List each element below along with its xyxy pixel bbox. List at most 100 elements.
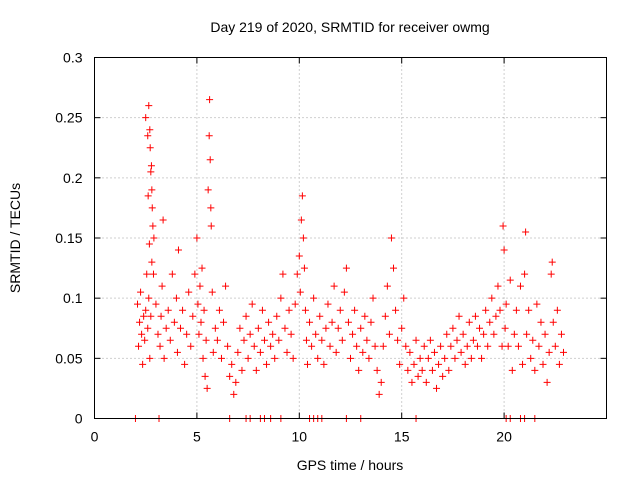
data-point xyxy=(162,324,170,332)
data-point xyxy=(202,336,210,344)
data-point xyxy=(299,234,307,242)
x-tick-labels: 0 5 10 15 20 xyxy=(91,429,512,445)
data-point xyxy=(159,216,167,224)
data-point xyxy=(145,294,153,302)
data-point xyxy=(147,168,155,176)
data-point xyxy=(222,282,230,290)
data-point xyxy=(420,342,428,350)
data-point xyxy=(198,264,206,272)
data-point xyxy=(279,270,287,278)
data-point xyxy=(502,300,510,308)
x-tick-label: 15 xyxy=(394,429,410,445)
data-point xyxy=(228,360,236,368)
data-point xyxy=(467,354,475,362)
data-point xyxy=(256,348,264,356)
data-point xyxy=(451,354,459,362)
data-point xyxy=(154,330,162,338)
data-point xyxy=(375,390,383,398)
data-point xyxy=(547,270,555,278)
data-point xyxy=(310,294,318,302)
data-point xyxy=(418,366,426,374)
data-point xyxy=(196,282,204,290)
data-point xyxy=(318,336,326,344)
data-point xyxy=(226,372,234,380)
data-point xyxy=(371,342,379,350)
data-point xyxy=(504,342,512,350)
data-point xyxy=(525,306,533,314)
data-point xyxy=(308,342,316,350)
data-point xyxy=(516,282,524,290)
data-point xyxy=(512,306,520,314)
data-point xyxy=(392,306,400,314)
data-point xyxy=(312,330,320,338)
data-point xyxy=(539,360,547,368)
data-point xyxy=(134,300,142,308)
data-point xyxy=(476,324,484,332)
data-point xyxy=(301,306,309,314)
data-point xyxy=(424,354,432,362)
data-point xyxy=(353,342,361,350)
data-point xyxy=(137,288,145,296)
data-point xyxy=(181,360,189,368)
data-point xyxy=(439,372,447,380)
data-point xyxy=(490,330,498,338)
data-point xyxy=(168,270,176,278)
data-point xyxy=(322,324,330,332)
data-point xyxy=(390,264,398,272)
data-point xyxy=(208,288,216,296)
data-point xyxy=(357,324,365,332)
data-point xyxy=(455,312,463,320)
data-point xyxy=(332,348,340,356)
data-point xyxy=(289,354,297,362)
data-point xyxy=(296,288,304,296)
data-point xyxy=(140,312,148,320)
data-point xyxy=(258,306,266,314)
data-point xyxy=(164,306,172,314)
data-point xyxy=(146,126,154,134)
data-point xyxy=(194,300,202,308)
data-point xyxy=(531,366,539,374)
data-point xyxy=(144,192,152,200)
data-point xyxy=(148,258,156,266)
data-point xyxy=(147,312,155,320)
chart-title: Day 219 of 2020, SRMTID for receiver owm… xyxy=(210,19,489,35)
data-point xyxy=(230,390,238,398)
data-point xyxy=(385,330,393,338)
data-point xyxy=(224,342,232,350)
axis-ticks xyxy=(94,57,607,419)
data-point xyxy=(158,282,166,290)
data-point xyxy=(250,342,258,350)
data-point xyxy=(506,276,514,284)
data-point xyxy=(197,318,205,326)
data-point xyxy=(285,306,293,314)
data-point xyxy=(342,264,350,272)
data-point xyxy=(281,324,289,332)
data-point xyxy=(471,312,479,320)
data-point xyxy=(501,324,509,332)
data-point xyxy=(136,318,144,326)
data-point xyxy=(494,282,502,290)
data-point xyxy=(533,300,541,308)
data-point xyxy=(172,294,180,302)
data-point xyxy=(359,348,367,356)
data-point xyxy=(277,294,285,302)
y-tick-label: 0.05 xyxy=(55,350,82,366)
data-point xyxy=(344,318,352,326)
data-point xyxy=(394,336,402,344)
data-point xyxy=(297,216,305,224)
data-point xyxy=(328,318,336,326)
data-point xyxy=(338,336,346,344)
data-point xyxy=(408,378,416,386)
y-tick-label: 0.15 xyxy=(55,230,82,246)
data-point xyxy=(193,234,201,242)
data-point xyxy=(412,336,420,344)
y-axis-title: SRMTID / TECUs xyxy=(7,183,23,293)
data-point xyxy=(406,348,414,356)
data-point xyxy=(291,300,299,308)
data-point xyxy=(521,270,529,278)
data-point xyxy=(240,336,248,344)
data-point xyxy=(166,336,174,344)
data-point xyxy=(349,330,357,338)
data-point xyxy=(275,336,283,344)
data-point xyxy=(145,240,153,248)
